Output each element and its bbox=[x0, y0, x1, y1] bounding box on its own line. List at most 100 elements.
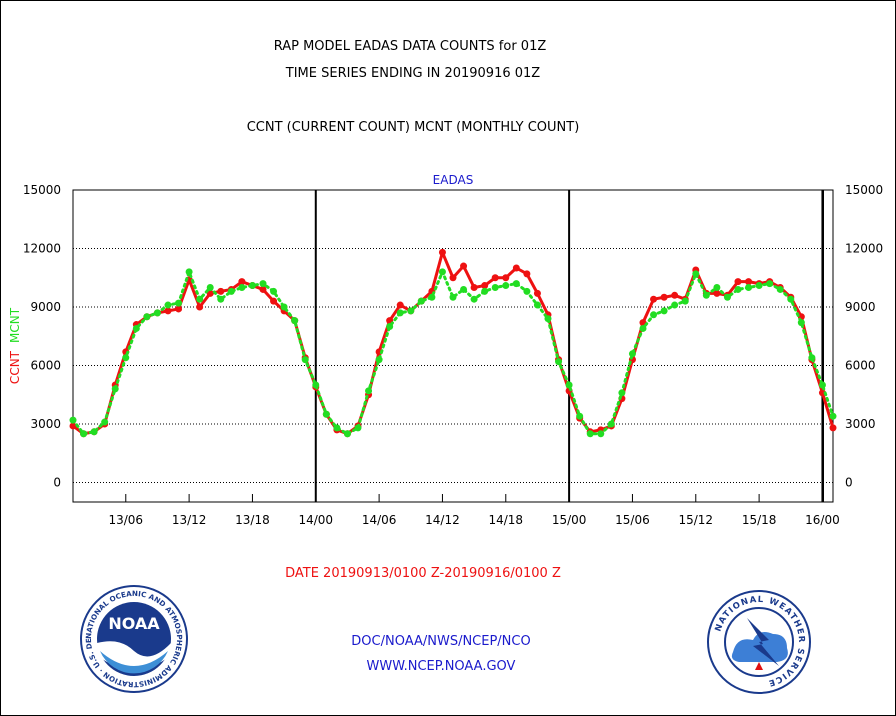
x-tick-label: 14/18 bbox=[488, 513, 523, 527]
x-tick-label: 15/06 bbox=[615, 513, 650, 527]
plot-area-frame bbox=[72, 189, 834, 503]
ccnt-point bbox=[734, 278, 742, 286]
mcnt-point bbox=[291, 317, 299, 325]
y-tick-label-left: 12000 bbox=[23, 242, 61, 256]
y-axis-label-ccnt: CCNT bbox=[8, 350, 22, 384]
noaa-logo: NOAA NATIONAL OCEANIC AND ATMOSPHERIC AD… bbox=[80, 585, 188, 693]
mcnt-point bbox=[270, 287, 278, 295]
mcnt-point bbox=[438, 268, 446, 276]
y-tick-label-right: 15000 bbox=[845, 183, 883, 197]
mcnt-point bbox=[132, 324, 140, 332]
mcnt-point bbox=[702, 291, 710, 299]
ccnt-point bbox=[259, 285, 267, 293]
y-tick-label-left: 9000 bbox=[30, 300, 61, 314]
mcnt-point bbox=[692, 270, 700, 278]
mcnt-point bbox=[333, 424, 341, 432]
chart-subtitle: CCNT (CURRENT COUNT) MCNT (MONTHLY COUNT… bbox=[246, 120, 580, 135]
mcnt-point bbox=[597, 430, 605, 438]
mcnt-point bbox=[90, 428, 98, 436]
mcnt-point bbox=[175, 299, 183, 307]
mcnt-point bbox=[671, 301, 679, 309]
noaa-logo-text: NOAA bbox=[108, 614, 160, 633]
mcnt-point bbox=[280, 303, 288, 311]
ccnt-point bbox=[671, 291, 679, 299]
mcnt-point bbox=[607, 420, 615, 428]
mcnt-point bbox=[227, 287, 235, 295]
mcnt-point bbox=[396, 309, 404, 317]
ccnt-point bbox=[502, 274, 510, 282]
x-tick-label: 15/18 bbox=[742, 513, 777, 527]
ccnt-point bbox=[470, 284, 478, 291]
mcnt-point bbox=[322, 410, 330, 418]
y-tick-label-right: 12000 bbox=[845, 242, 883, 256]
mcnt-point bbox=[797, 319, 805, 327]
mcnt-point bbox=[523, 287, 531, 295]
y-axis-label: CCNT MCNT bbox=[8, 307, 22, 384]
y-tick-label-right: 3000 bbox=[845, 417, 876, 431]
ccnt-point bbox=[745, 278, 753, 286]
ccnt-point bbox=[175, 305, 183, 313]
mcnt-point bbox=[449, 293, 457, 301]
mcnt-point bbox=[787, 295, 795, 303]
mcnt-point bbox=[80, 430, 88, 438]
date-range-label: DATE 20190913/0100 Z-20190916/0100 Z bbox=[285, 566, 561, 581]
mcnt-point bbox=[555, 358, 563, 366]
mcnt-point bbox=[576, 412, 584, 420]
mcnt-point bbox=[196, 295, 204, 303]
mcnt-point bbox=[829, 412, 837, 420]
ccnt-point bbox=[481, 282, 489, 290]
mcnt-point bbox=[69, 416, 77, 424]
mcnt-point bbox=[533, 301, 541, 309]
mcnt-point bbox=[660, 307, 668, 315]
mcnt-point bbox=[417, 297, 425, 305]
mcnt-point bbox=[755, 282, 763, 290]
ccnt-point bbox=[270, 297, 278, 305]
org-label: DOC/NOAA/NWS/NCEP/NCO bbox=[351, 634, 531, 649]
ccnt-point bbox=[650, 295, 658, 303]
mcnt-point bbox=[734, 285, 742, 293]
ccnt-point bbox=[829, 424, 837, 432]
mcnt-point bbox=[217, 295, 225, 303]
mcnt-point bbox=[185, 268, 193, 276]
mcnt-point bbox=[544, 315, 552, 323]
mcnt-point bbox=[618, 389, 626, 397]
mcnt-point bbox=[766, 280, 774, 288]
mcnt-point bbox=[565, 381, 573, 389]
x-tick-label: 16/00 bbox=[805, 513, 840, 527]
mcnt-point bbox=[143, 313, 151, 321]
mcnt-point bbox=[639, 324, 647, 332]
y-axis-label-mcnt: MCNT bbox=[8, 307, 22, 343]
mcnt-point bbox=[470, 295, 478, 303]
ccnt-point bbox=[164, 307, 172, 315]
mcnt-point bbox=[808, 354, 816, 362]
mcnt-point bbox=[343, 430, 351, 438]
mcnt-point bbox=[365, 387, 373, 395]
mcnt-point bbox=[101, 418, 109, 426]
x-tick-label: 13/12 bbox=[172, 513, 207, 527]
mcnt-point bbox=[491, 284, 499, 291]
mcnt-point bbox=[164, 301, 172, 309]
mcnt-point bbox=[111, 385, 119, 393]
panel-label: EADAS bbox=[433, 173, 474, 187]
website-label: WWW.NCEP.NOAA.GOV bbox=[366, 659, 516, 674]
mcnt-point bbox=[818, 381, 826, 389]
x-tick-label: 14/06 bbox=[362, 513, 397, 527]
y-tick-label-right: 0 bbox=[845, 476, 853, 490]
ccnt-point bbox=[238, 278, 246, 286]
ccnt-point bbox=[396, 301, 404, 309]
mcnt-point bbox=[628, 350, 636, 358]
mcnt-point bbox=[713, 284, 721, 291]
x-tick-label: 14/00 bbox=[298, 513, 333, 527]
ccnt-point bbox=[438, 248, 446, 256]
mcnt-point bbox=[153, 309, 161, 317]
ccnt-point bbox=[713, 289, 721, 297]
mcnt-point bbox=[238, 284, 246, 291]
y-tick-label-right: 6000 bbox=[845, 359, 876, 373]
ccnt-point bbox=[217, 287, 225, 295]
mcnt-point bbox=[745, 284, 753, 291]
mcnt-point bbox=[776, 285, 784, 293]
y-tick-label-left: 0 bbox=[53, 476, 61, 490]
mcnt-point bbox=[375, 356, 383, 364]
y-tick-label-right: 9000 bbox=[845, 300, 876, 314]
